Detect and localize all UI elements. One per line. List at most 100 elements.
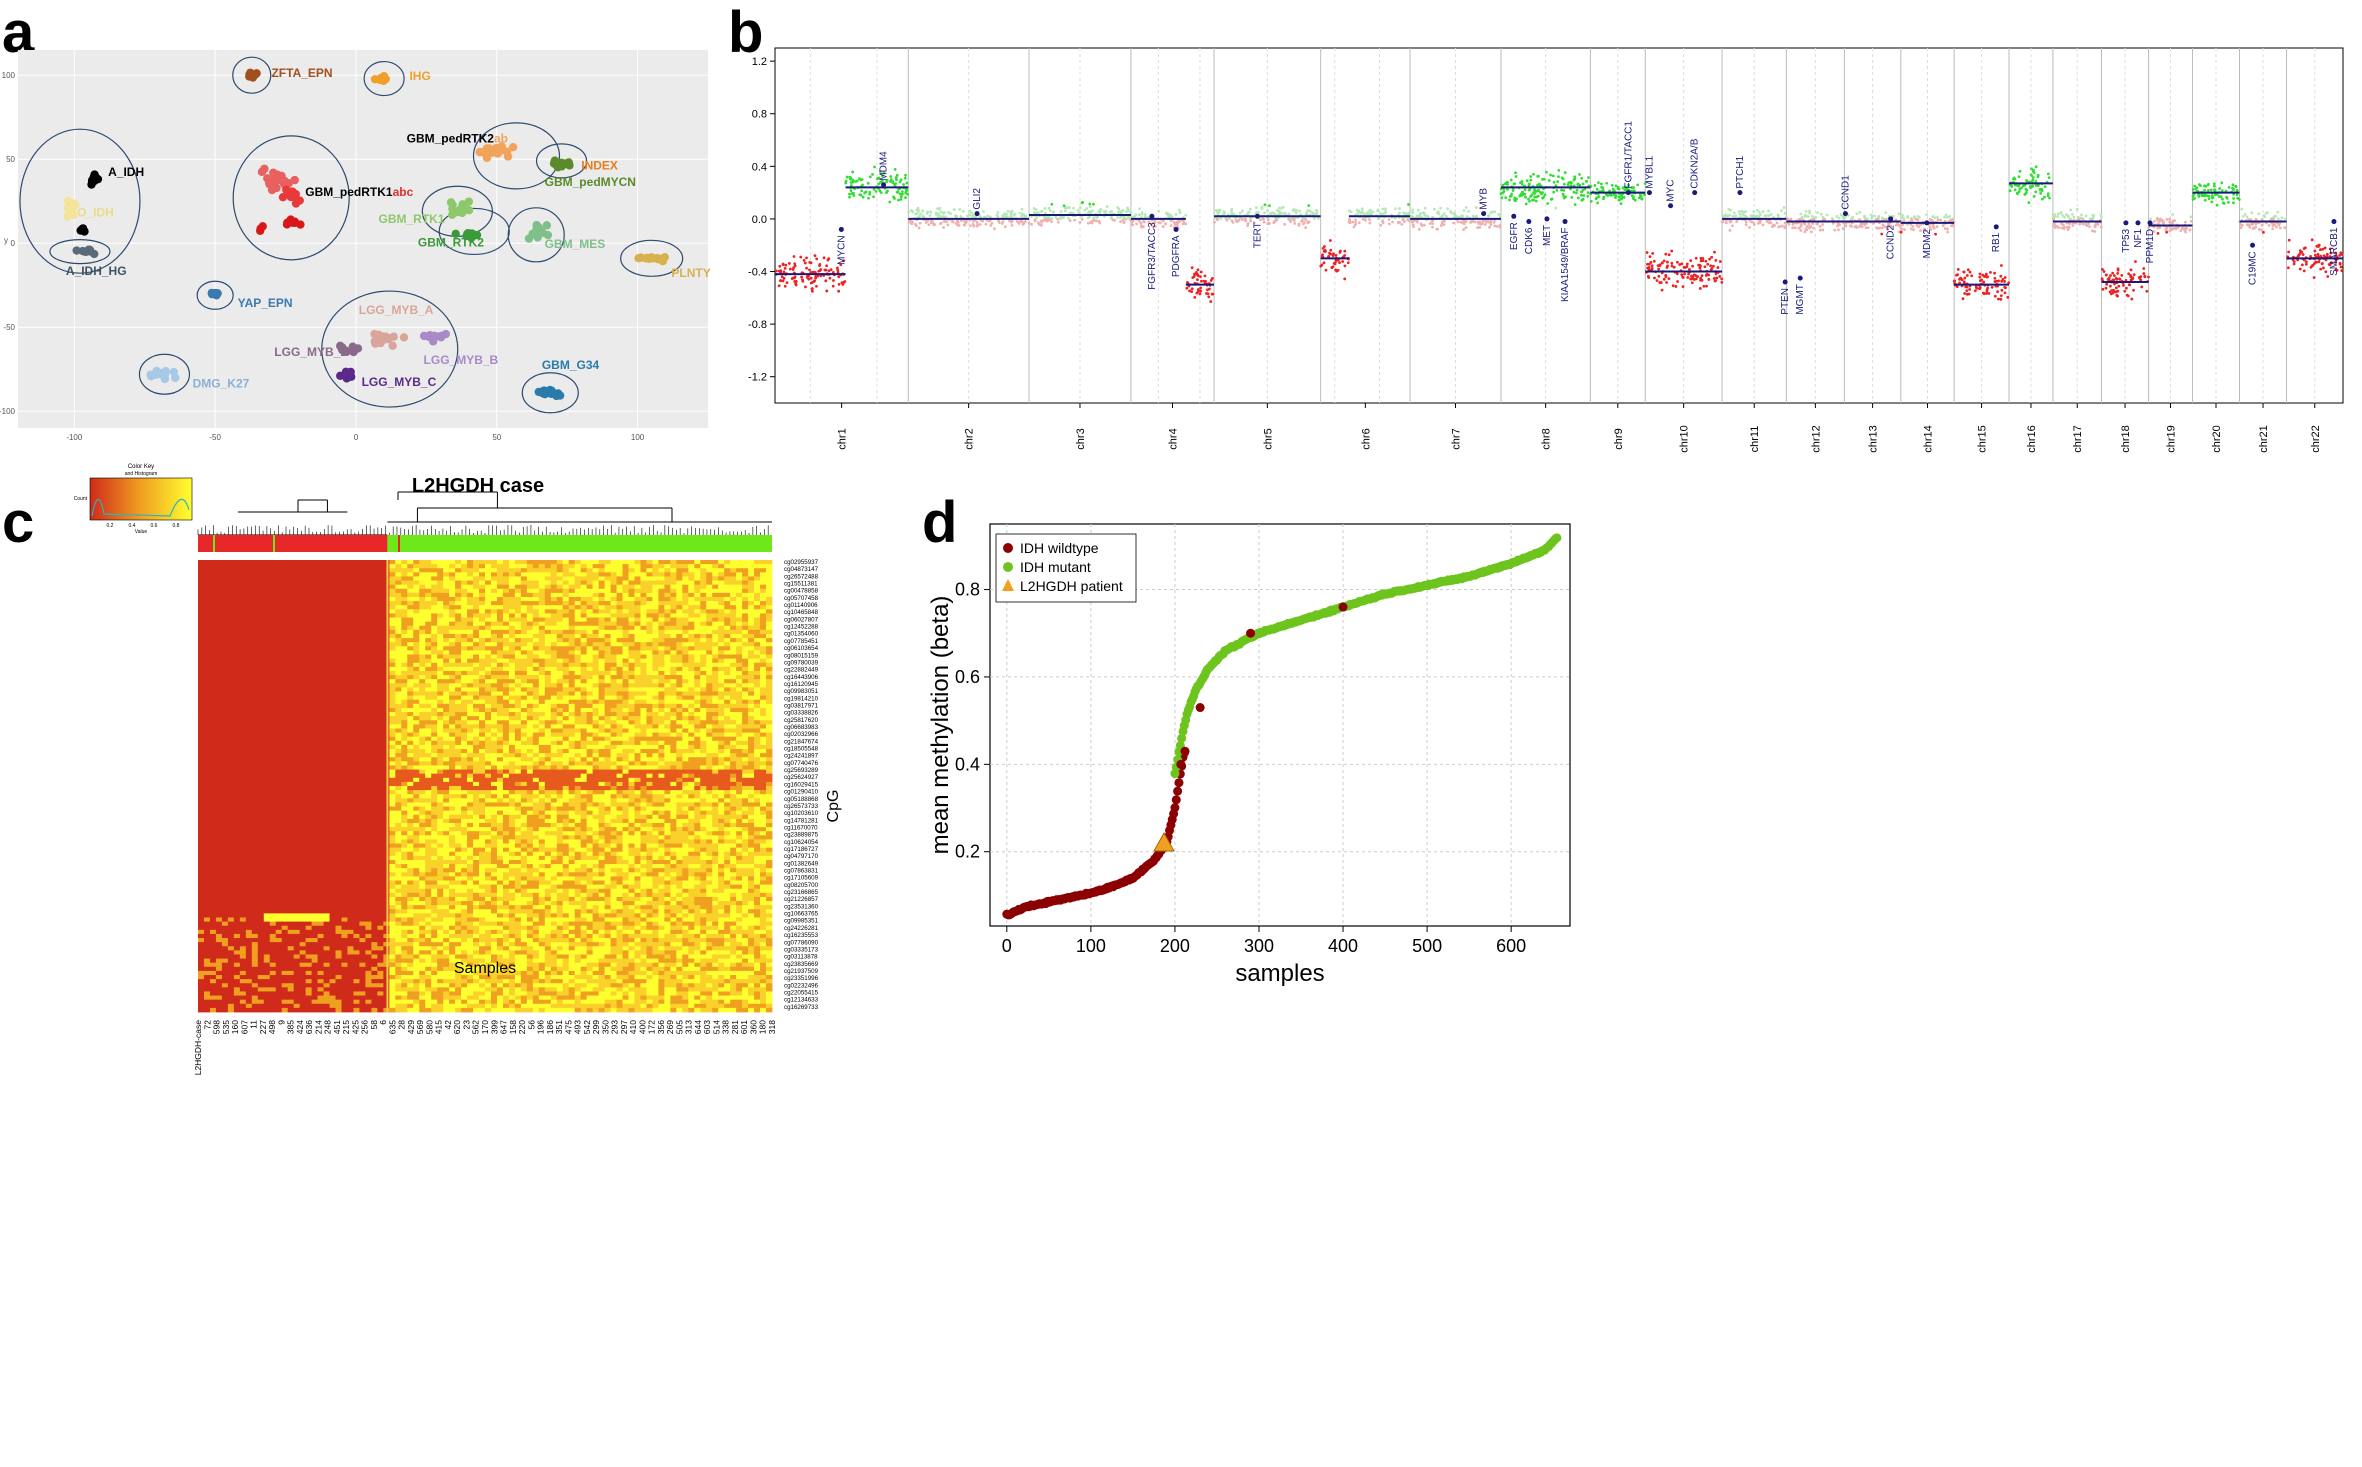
heatmap-cell: [455, 609, 462, 614]
cnv-probe-point: [881, 174, 884, 178]
chromosome-label: chr1: [837, 428, 849, 449]
cnv-probe-point: [990, 221, 994, 225]
cnv-probe-point: [2038, 187, 2042, 191]
cnv-probe-point: [1549, 173, 1552, 177]
heatmap-cell: [425, 605, 432, 610]
heatmap-cell: [508, 584, 516, 590]
heatmap-cell: [341, 584, 348, 590]
heatmap-cell: [616, 605, 623, 610]
heatmap-cell: [490, 588, 498, 594]
heatmap-cell: [221, 572, 229, 577]
cnv-probe-point: [1134, 213, 1138, 217]
heatmap-cell: [467, 621, 474, 627]
cnv-probe-point: [917, 209, 921, 213]
cnv-probe-point: [2184, 220, 2187, 224]
heatmap-cell: [335, 592, 342, 598]
heatmap-cell: [574, 572, 582, 577]
heatmap-cell: [443, 564, 450, 569]
heatmap-cell: [479, 625, 486, 631]
heatmap-cell: [461, 625, 468, 631]
heatmap-cell: [592, 609, 600, 614]
heatmap-cell: [287, 572, 295, 577]
heatmap-cell: [269, 617, 277, 623]
cnv-probe-point: [1761, 223, 1765, 227]
cnv-probe-point: [942, 220, 946, 223]
heatmap-cell: [694, 601, 701, 606]
cnv-probe-point: [1575, 188, 1579, 192]
cnv-probe-point: [1277, 206, 1281, 210]
cnv-probe-point: [2104, 273, 2108, 277]
heatmap-cell: [473, 613, 480, 618]
cnv-probe-point: [2231, 183, 2235, 187]
heatmap-cell: [329, 560, 336, 565]
heatmap-cell: [622, 588, 629, 594]
cnv-probe-point: [815, 284, 818, 288]
cnv-probe-point: [2231, 201, 2235, 205]
cnv-probe-point: [987, 219, 991, 223]
cnv-probe-point: [1958, 277, 1961, 281]
heatmap-cell: [335, 588, 342, 594]
heatmap-cell: [616, 596, 623, 602]
heatmap-cell: [736, 576, 743, 581]
heatmap-cell: [395, 588, 402, 594]
heatmap-cell: [371, 560, 378, 565]
point-gbm-pedrtk1: [255, 226, 265, 235]
heatmap-cell: [496, 564, 504, 569]
cnv-probe-point: [1633, 198, 1637, 202]
heatmap-cell: [323, 564, 330, 569]
heatmap-cell: [275, 625, 283, 631]
heatmap-cell: [389, 584, 396, 590]
heatmap-cell: [670, 560, 677, 565]
cnv-probe-point: [1960, 278, 1964, 282]
heatmap-cell: [754, 592, 761, 598]
heatmap-cell: [562, 625, 570, 631]
heatmap-cell: [526, 601, 534, 606]
heatmap-cell: [562, 588, 570, 594]
heatmap-cell: [622, 560, 629, 565]
heatmap-cell: [694, 605, 701, 610]
heatmap-cell: [329, 617, 336, 623]
heatmap-cell: [377, 568, 384, 573]
heatmap-cell: [389, 605, 396, 610]
heatmap-cell: [766, 584, 773, 590]
cnv-probe-point: [1283, 222, 1287, 226]
heatmap-cell: [640, 588, 647, 594]
heatmap-cell: [269, 629, 277, 635]
cnv-probe-point: [2152, 230, 2156, 233]
cnv-probe-point: [1540, 192, 1543, 196]
cnv-probe-point: [1266, 208, 1269, 212]
cnv-probe-point: [2088, 217, 2092, 221]
cnv-probe-point: [1456, 220, 1460, 224]
cnv-probe-point: [1137, 213, 1141, 217]
heatmap-cell: [245, 617, 253, 623]
cnv-probe-point: [1207, 295, 1211, 299]
cnv-probe-point: [1206, 292, 1210, 296]
heatmap-cell: [502, 564, 510, 569]
heatmap-cell: [760, 580, 767, 586]
cnv-probe-point: [2023, 193, 2027, 196]
heatmap-cell: [496, 617, 504, 623]
heatmap-cell: [760, 625, 767, 631]
heatmap-cell: [538, 564, 546, 569]
cnv-probe-point: [2321, 266, 2325, 270]
heatmap-cell: [514, 584, 522, 590]
cnv-probe-point: [1830, 217, 1834, 220]
cnv-probe-point: [911, 220, 914, 224]
point-plnty: [634, 253, 643, 263]
heatmap-cell: [371, 568, 378, 573]
heatmap-cell: [658, 568, 665, 573]
heatmap-cell: [694, 596, 701, 602]
heatmap-cell: [610, 576, 617, 581]
heatmap-cell: [712, 576, 719, 581]
heatmap-cell: [490, 609, 498, 614]
cnv-probe-point: [921, 214, 925, 218]
cnv-probe-point: [946, 210, 950, 214]
cnv-probe-point: [809, 261, 813, 265]
cnv-probe-point: [1789, 217, 1793, 221]
heatmap-cell: [425, 560, 432, 565]
cnv-probe-point: [1383, 207, 1387, 211]
cnv-probe-point: [1567, 181, 1571, 185]
cnv-probe-point: [885, 191, 888, 194]
cnv-probe-point: [2339, 251, 2343, 255]
heatmap-cell: [425, 629, 432, 635]
